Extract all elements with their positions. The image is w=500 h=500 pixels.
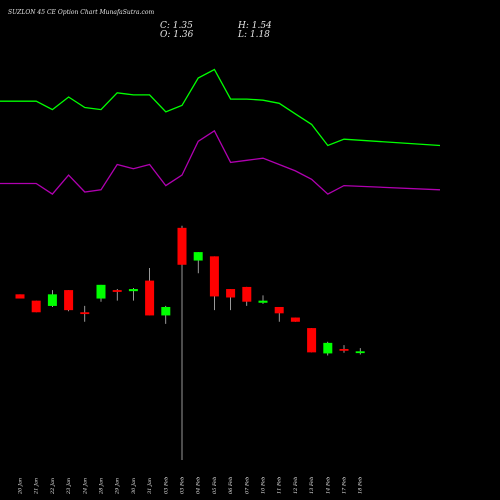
candle: [112, 289, 122, 301]
low-value: L: 1.18: [237, 30, 270, 40]
candle: [274, 306, 284, 322]
candle-body: [355, 351, 365, 354]
x-tick-label: 28 Jan: [99, 478, 105, 495]
candle-body: [226, 289, 236, 298]
x-tick-label: 12 Feb: [293, 477, 299, 494]
candle: [242, 286, 252, 306]
indicator-lines: [0, 68, 441, 195]
candle: [80, 305, 90, 322]
candle-body: [64, 290, 74, 311]
candle-body: [15, 294, 25, 299]
candle-body: [80, 312, 90, 315]
x-tick-label: 13 Feb: [309, 477, 315, 494]
x-tick-label: 04 Feb: [196, 477, 202, 494]
candle: [355, 348, 365, 355]
candle: [64, 290, 74, 312]
x-tick-label: 23 Jan: [66, 478, 72, 495]
open-value: O: 1.36: [160, 30, 194, 40]
candle: [31, 300, 41, 313]
x-tick-label: 20 Jan: [18, 478, 24, 495]
candle: [47, 290, 57, 307]
x-tick-label: 03 Feb: [163, 477, 169, 494]
x-tick-label: 24 Jan: [82, 478, 88, 495]
candle: [339, 345, 349, 353]
candle: [145, 267, 155, 316]
x-tick-label: 07 Feb: [244, 477, 250, 494]
x-tick-label: 17 Feb: [342, 477, 348, 494]
candle-body: [31, 300, 41, 313]
candle-body: [161, 306, 171, 316]
chart-title: SUZLON 45 CE Option Chart MunafaSutra.co…: [8, 9, 154, 16]
candle-body: [339, 348, 349, 351]
candle: [161, 305, 171, 324]
candle: [193, 252, 203, 274]
candle: [96, 284, 106, 302]
candle-body: [258, 300, 268, 303]
x-tick-label: 11 Feb: [277, 477, 283, 494]
candle: [226, 289, 236, 311]
x-tick-label: 18 Feb: [358, 477, 364, 494]
x-tick-label: 21 Jan: [34, 478, 40, 495]
candle: [177, 225, 187, 460]
x-tick-label: 22 Jan: [50, 478, 56, 495]
candle-body: [145, 280, 155, 316]
candle-body: [96, 284, 106, 299]
candle-body: [112, 290, 122, 292]
candle: [209, 256, 219, 311]
candle: [323, 341, 333, 356]
candle-body: [47, 294, 57, 306]
candle: [290, 317, 300, 322]
indicator-line-1: [0, 68, 441, 147]
x-tick-label: 31 Jan: [147, 478, 153, 494]
candle-body: [193, 252, 203, 261]
candlesticks: [15, 225, 365, 460]
x-tick-label: 14 Feb: [325, 477, 331, 494]
x-tick-label: 03 Feb: [180, 477, 186, 494]
candle-body: [274, 306, 284, 314]
candle-body: [177, 227, 187, 265]
candle-body: [128, 289, 138, 292]
candle: [128, 287, 138, 301]
candle-body: [307, 328, 317, 353]
candle-body: [209, 256, 219, 297]
x-axis-labels: 20 Jan 21 Jan 22 Jan 23 Jan 24 Jan 28 Jan 29 J…: [18, 477, 364, 495]
candle: [15, 294, 25, 299]
candle-body: [323, 342, 333, 354]
x-tick-label: 06 Feb: [228, 477, 234, 494]
candle: [307, 328, 317, 353]
x-tick-label: 29 Jan: [115, 478, 121, 495]
high-value: H: 1.54: [237, 21, 272, 31]
x-tick-label: 10 Feb: [261, 477, 267, 494]
x-tick-label: 30 Jan: [131, 478, 137, 494]
x-tick-label: 05 Feb: [212, 477, 218, 494]
close-value: C: 1.35: [160, 21, 193, 31]
candle: [258, 295, 268, 304]
indicator-line-2: [0, 129, 441, 195]
candle-body: [242, 286, 252, 302]
candle-body: [290, 317, 300, 322]
